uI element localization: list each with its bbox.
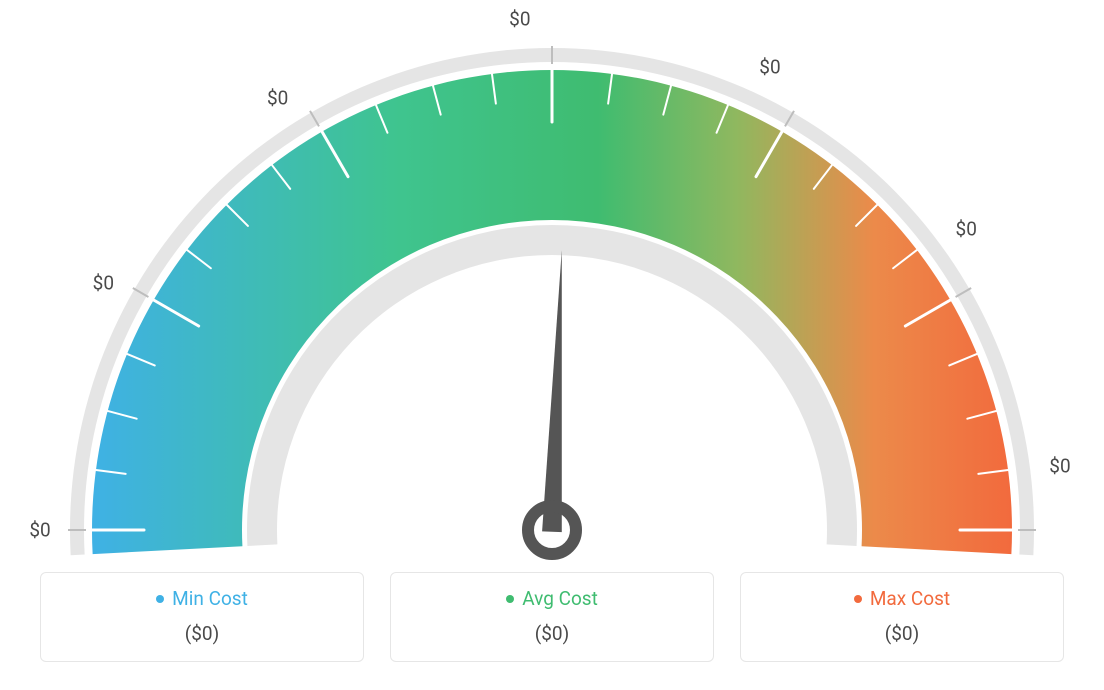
gauge-tick-label: $0 — [509, 8, 530, 31]
legend-dot-max — [854, 595, 862, 603]
legend-label: Min Cost — [172, 587, 248, 610]
gauge-tick-label: $0 — [956, 218, 977, 241]
legend-dot-min — [156, 595, 164, 603]
gauge-svg — [0, 0, 1104, 560]
legend-value-min: ($0) — [41, 622, 363, 645]
gauge-tick-label: $0 — [1049, 454, 1070, 477]
legend-value-max: ($0) — [741, 622, 1063, 645]
gauge-tick-label: $0 — [759, 55, 780, 78]
legend-card-max: Max Cost ($0) — [740, 572, 1064, 662]
legend-value-avg: ($0) — [391, 622, 713, 645]
gauge-chart: $0 $0 $0 $0 $0 $0 $0 — [0, 0, 1104, 560]
legend-title-avg: Avg Cost — [506, 587, 598, 610]
legend-label: Max Cost — [870, 587, 950, 610]
gauge-tick-label: $0 — [93, 272, 114, 295]
legend-row: Min Cost ($0) Avg Cost ($0) Max Cost ($0… — [40, 572, 1064, 662]
legend-card-avg: Avg Cost ($0) — [390, 572, 714, 662]
legend-dot-avg — [506, 595, 514, 603]
cost-gauge-infographic: $0 $0 $0 $0 $0 $0 $0 Min Cost ($0) Avg Cost ($… — [0, 0, 1104, 690]
gauge-tick-label: $0 — [267, 86, 288, 109]
legend-title-min: Min Cost — [156, 587, 248, 610]
legend-label: Avg Cost — [522, 587, 598, 610]
legend-card-min: Min Cost ($0) — [40, 572, 364, 662]
gauge-tick-label: $0 — [29, 519, 50, 542]
legend-title-max: Max Cost — [854, 587, 950, 610]
